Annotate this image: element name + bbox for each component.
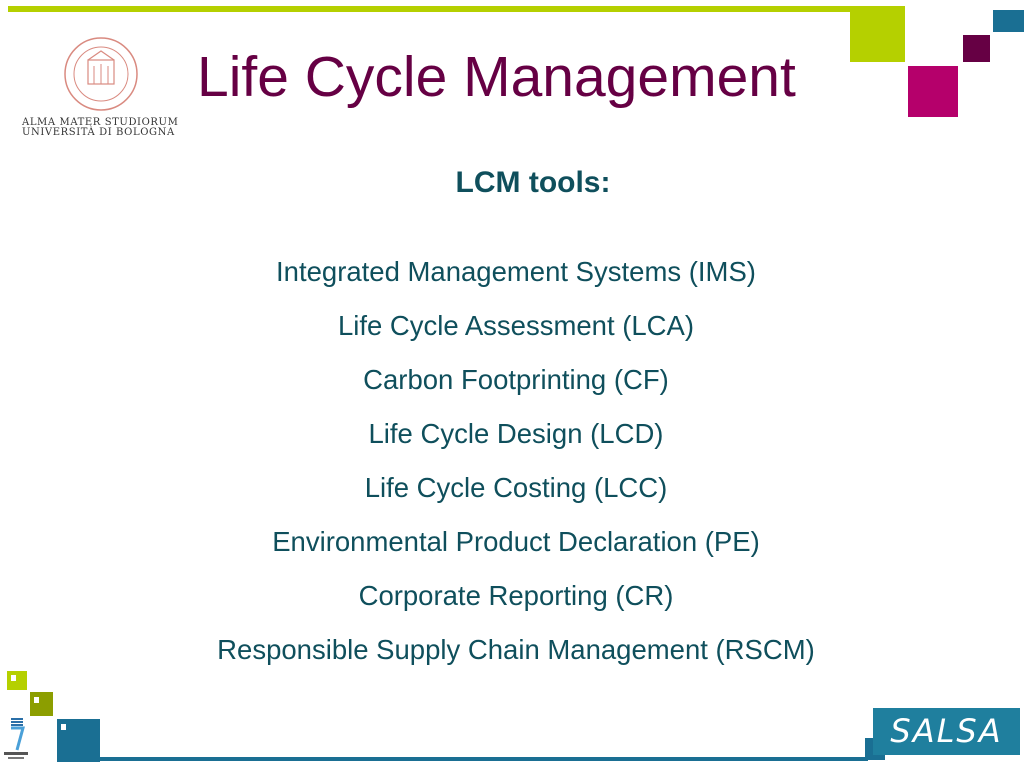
list-item: Life Cycle Costing (LCC) [364,472,668,503]
list-item: Integrated Management Systems (IMS) [276,256,756,287]
list-item: Corporate Reporting (CR) [358,580,674,611]
fp7-logo [4,718,28,759]
list-item: Carbon Footprinting (CF) [363,364,669,395]
tools-list: Integrated Management Systems (IMS) Life… [0,252,1024,684]
list-item: Responsible Supply Chain Management (RSC… [217,634,815,665]
logo-text-line1: ALMA MATER STUDIORUM [22,117,179,128]
slide-title: Life Cycle Management [197,45,796,109]
list-item: Life Cycle Assessment (LCA) [337,310,695,341]
salsa-logo: SALSA [873,708,1020,755]
top-rule [8,6,878,12]
list-item: Life Cycle Design (LCD) [368,418,664,449]
teal-square [993,10,1024,32]
university-name: ALMA MATER STUDIORUM UNIVERSITÀ DI BOLOG… [22,118,178,138]
bottom-rule [100,757,868,761]
university-seal-logo [64,37,138,111]
slide-subtitle: LCM tools: [455,166,611,199]
purple-square [963,35,990,62]
list-item: Environmental Product Declaration (PE) [272,526,760,557]
small-lime-square [7,671,27,690]
logo-text-line2: UNIVERSITÀ DI BOLOGNA [22,127,175,138]
lime-square [850,6,905,62]
teal-bottom-square [57,719,100,762]
magenta-square [908,66,958,117]
olive-square [30,692,53,716]
